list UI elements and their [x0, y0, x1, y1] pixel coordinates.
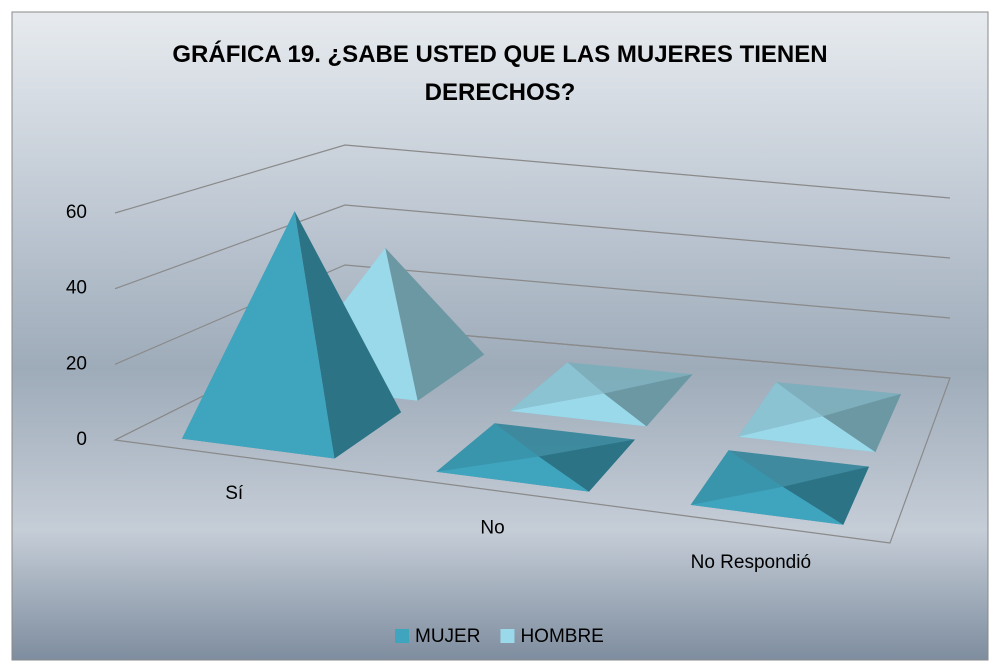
grid-line	[114, 144, 951, 214]
pyramid-right-face	[385, 247, 485, 401]
legend-label: MUJER	[415, 626, 480, 647]
chart-title: GRÁFICA 19. ¿SABE USTED QUE LAS MUJERES …	[172, 41, 828, 106]
pyramid-front-face	[738, 416, 876, 453]
pyramid-front-face	[690, 486, 844, 525]
pyramid-left-face	[738, 382, 823, 437]
pyramid-front-face	[509, 393, 647, 427]
pyramid-left-face	[509, 362, 604, 411]
pyramid-right-face	[822, 393, 902, 453]
x-tick-label: No Respondió	[691, 552, 811, 573]
y-tick-label: 20	[66, 353, 87, 374]
y-tick-label: 0	[76, 429, 87, 450]
pyramid-right-face	[538, 439, 635, 492]
x-tick-label: No	[480, 518, 504, 539]
pyramid-right-face	[782, 466, 869, 525]
pyramid-left-face	[436, 423, 539, 472]
y-tick-label: 60	[66, 202, 87, 223]
legend-swatch	[395, 629, 409, 643]
pyramid-front-face	[436, 456, 589, 492]
legend-label: HOMBRE	[520, 626, 603, 647]
pyramid-right-face	[294, 211, 402, 459]
y-tick-label: 40	[66, 278, 87, 299]
legend-swatch	[500, 629, 515, 643]
grid-line	[114, 204, 951, 290]
chart-area	[11, 11, 989, 661]
pyramid-front-face	[182, 211, 335, 459]
grid-line	[114, 264, 951, 365]
x-tick-label: Sí	[225, 483, 244, 504]
pyramid-left-face	[690, 450, 783, 505]
pyramid-right-face	[604, 374, 693, 427]
